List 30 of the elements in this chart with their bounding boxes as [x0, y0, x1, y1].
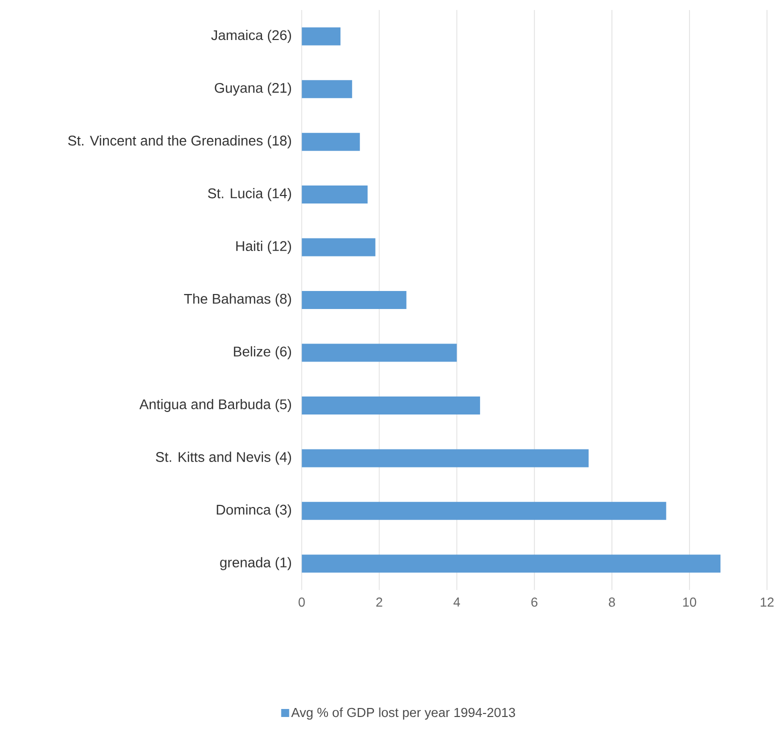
bar	[302, 238, 376, 256]
bar	[302, 27, 340, 46]
y-tick-label: Jamaica (26)	[211, 30, 292, 43]
x-tick-label: 8	[608, 598, 615, 607]
bar	[302, 344, 457, 362]
y-tick-label: Haiti (12)	[236, 240, 292, 254]
y-tick-label: Antigua and Barbuda (5)	[139, 398, 292, 412]
bar	[302, 186, 368, 204]
bar	[302, 449, 589, 468]
y-tick-label: Belize (6)	[234, 346, 292, 360]
bar	[302, 80, 352, 98]
bar	[302, 502, 666, 520]
y-tick-label: Guyana (21)	[214, 82, 292, 96]
y-tick-label: St. Kitts and Nevis (4)	[156, 452, 292, 465]
x-tick-label: 4	[453, 598, 460, 606]
bar	[302, 396, 480, 414]
x-tick-label: 12	[760, 598, 774, 607]
bar	[302, 132, 360, 151]
x-tick-label: 10	[683, 598, 696, 607]
y-tick-label: St. Lucia (14)	[208, 188, 292, 202]
bar	[302, 554, 720, 573]
y-tick-label: The Bahamas (8)	[184, 293, 292, 307]
x-tick-label: 2	[376, 598, 382, 607]
x-tick-label: 0	[298, 598, 305, 607]
bar	[302, 291, 406, 310]
y-tick-label: St. Vincent and the Grenadines (18)	[68, 135, 292, 148]
legend-label: Avg % of GDP lost per year 1994-2013	[291, 708, 516, 720]
y-tick-label: grenada (1)	[220, 557, 292, 570]
y-tick-label: Dominca (3)	[216, 504, 292, 518]
x-tick-label: 6	[531, 598, 538, 607]
